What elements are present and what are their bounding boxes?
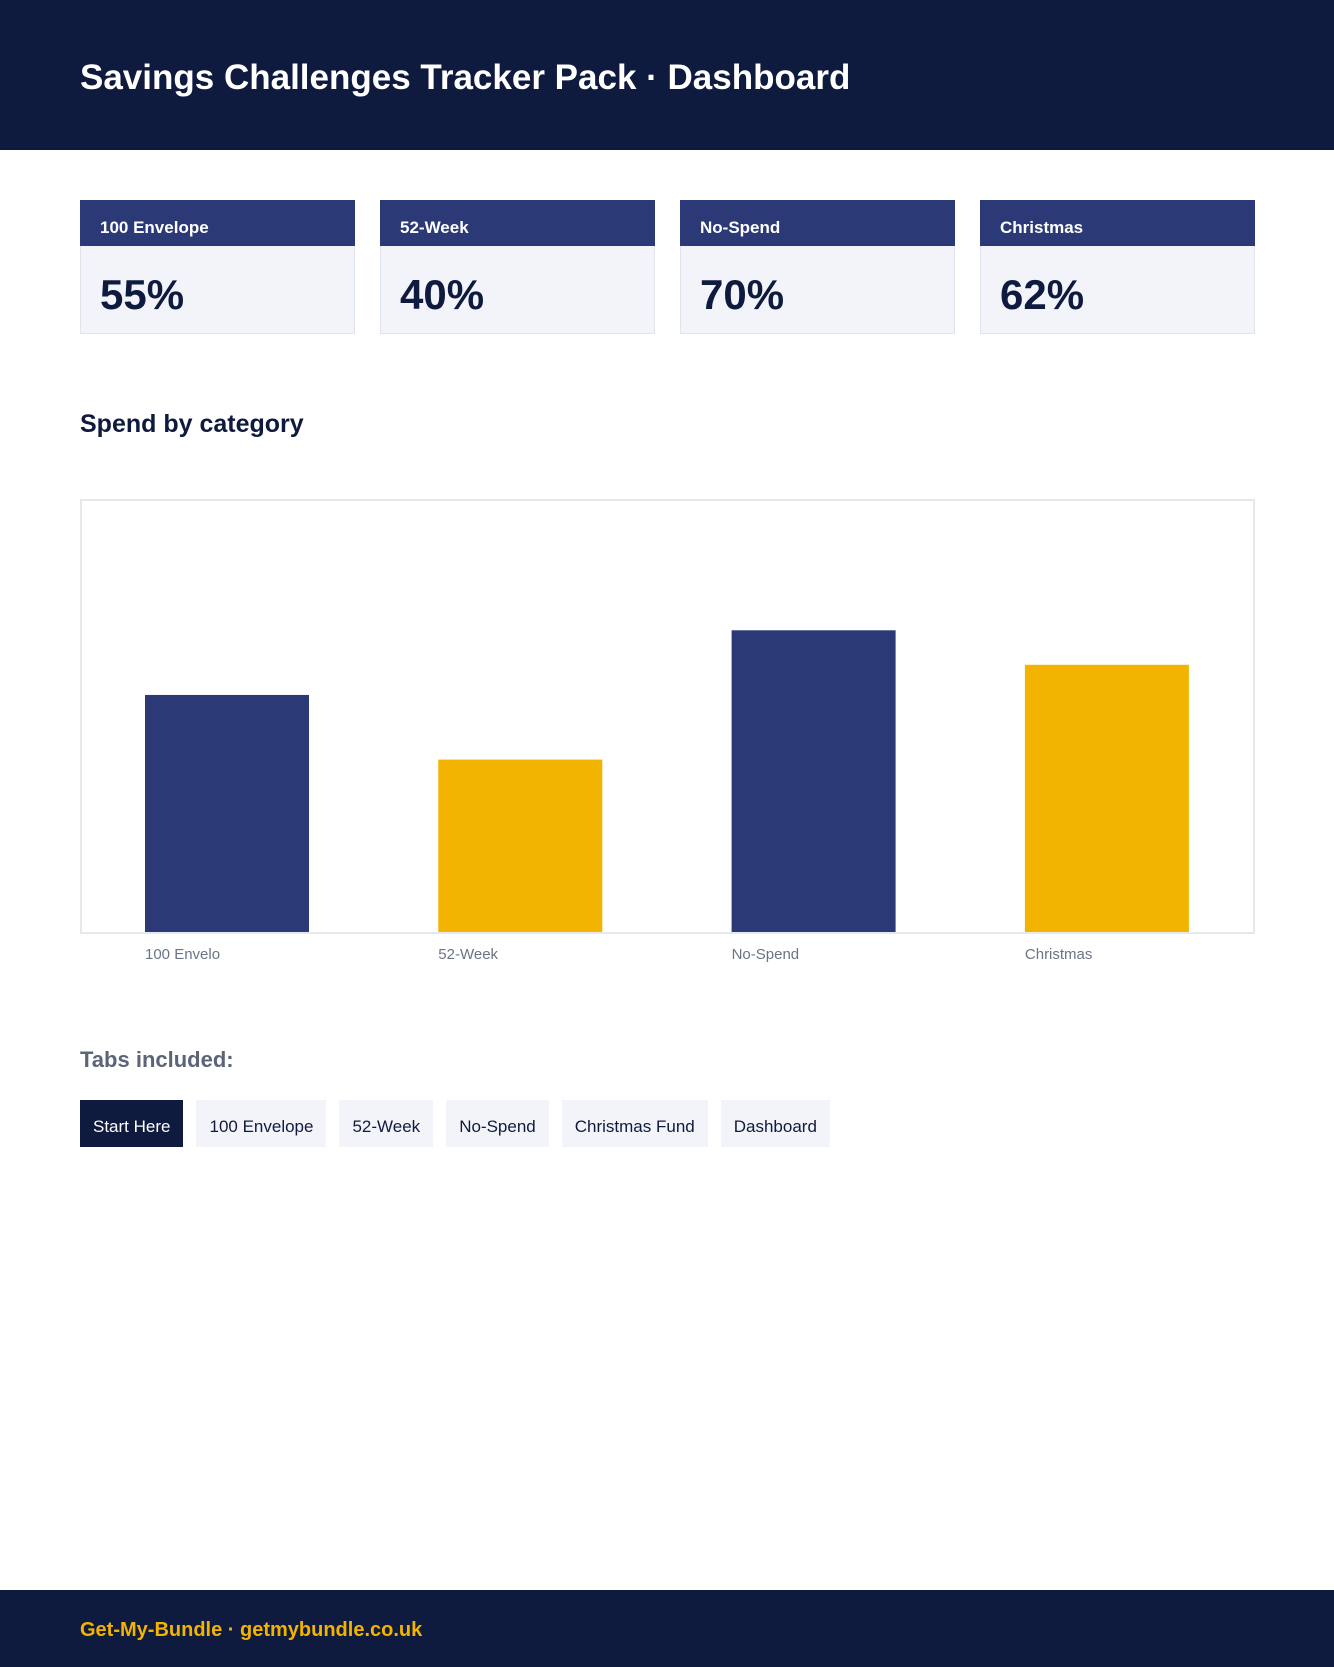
tab-list: Start Here 100 Envelope 52-Week No-Spend Chr… — [80, 1100, 830, 1147]
page-title: Savings Challenges Tracker Pack · Dashbo… — [80, 58, 851, 97]
tab-100-envelope[interactable]: 100 Envelope — [196, 1100, 327, 1147]
tab-start-here[interactable]: Start Here — [80, 1100, 184, 1147]
card-christmas: Christmas 62% — [980, 200, 1255, 334]
card-no-spend: No-Spend 70% — [680, 200, 955, 334]
bar-chart — [80, 499, 1255, 934]
card-value: 70% — [680, 246, 955, 334]
summary-cards: 100 Envelope 55% 52-Week 40% No-Spend 70… — [80, 200, 1255, 334]
section-title: Spend by category — [80, 410, 304, 438]
card-label: 52-Week — [380, 200, 655, 246]
card-value: 55% — [80, 246, 355, 334]
chart-x-label: Christmas — [1024, 946, 1093, 963]
card-52-week: 52-Week 40% — [380, 200, 655, 334]
tabs-title: Tabs included: — [80, 1047, 234, 1072]
chart-bar-1 — [145, 694, 309, 932]
chart-x-axis-labels: 100 Envelo 52-Week No-Spend Christmas — [80, 946, 1255, 966]
chart-bar-3 — [731, 630, 896, 932]
card-value: 62% — [980, 246, 1255, 334]
chart-x-label: 52-Week — [438, 946, 499, 963]
chart-x-label: 100 Envelo — [145, 946, 221, 963]
chart-bar-4 — [1024, 664, 1189, 932]
chart-canvas — [145, 630, 1189, 932]
tab-christmas-fund[interactable]: Christmas Fund — [561, 1100, 708, 1147]
tab-dashboard[interactable]: Dashboard — [720, 1100, 830, 1147]
tab-no-spend[interactable]: No-Spend — [446, 1100, 549, 1147]
tab-52-week[interactable]: 52-Week — [339, 1100, 434, 1147]
card-label: Christmas — [980, 200, 1255, 246]
footer-bar: Get-My-Bundle · getmybundle.co.uk — [0, 1590, 1334, 1667]
card-100-envelope: 100 Envelope 55% — [80, 200, 355, 334]
card-label: No-Spend — [680, 200, 955, 246]
header-bar: Savings Challenges Tracker Pack · Dashbo… — [0, 0, 1334, 150]
chart-x-label: No-Spend — [731, 946, 800, 963]
card-value: 40% — [380, 246, 655, 334]
footer-text: Get-My-Bundle · getmybundle.co.uk — [80, 1619, 423, 1641]
chart-bar-2 — [438, 759, 603, 932]
card-label: 100 Envelope — [80, 200, 355, 246]
